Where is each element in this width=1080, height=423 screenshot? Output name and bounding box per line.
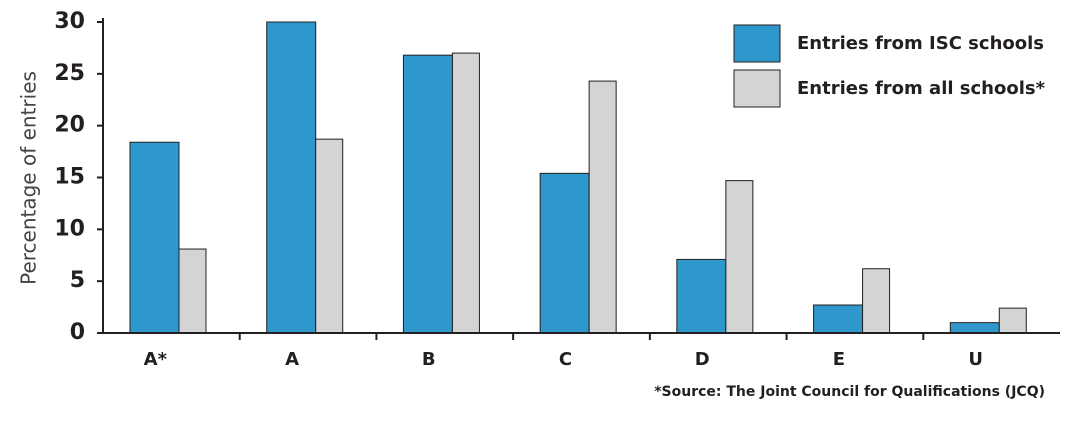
y-tick-label: 15 [54,165,85,190]
y-tick-label: 0 [70,320,85,345]
bar [949,322,1000,334]
x-tick-label: U [968,349,983,370]
bar [402,54,453,334]
bar [862,268,891,334]
footnote: *Source: The Joint Council for Qualifica… [654,384,1045,400]
bar [998,307,1027,334]
bar [725,180,754,334]
bar [266,21,317,334]
x-tick-label: A* [144,349,168,370]
bar [451,52,480,334]
legend-label: Entries from all schools* [797,78,1046,99]
bar [588,80,617,334]
bar [129,141,180,334]
y-axis-label: Percentage of entries [17,71,41,285]
x-tick-label: E [833,349,845,370]
x-tick-label: D [695,349,710,370]
x-tick-label: B [422,349,436,370]
y-tick-label: 25 [54,61,85,86]
legend-label: Entries from ISC schools [797,33,1044,54]
legend-swatch [733,69,781,108]
bar [178,248,207,334]
bar [539,172,590,334]
x-tick-label: A [285,349,299,370]
bar [813,304,864,334]
bar [315,138,344,334]
x-tick-label: C [559,349,572,370]
y-tick-label: 30 [54,9,85,34]
bar [676,258,727,334]
y-tick-label: 10 [54,216,85,241]
y-tick-label: 5 [70,268,85,293]
y-tick-label: 20 [54,113,85,138]
legend-swatch [733,24,781,63]
